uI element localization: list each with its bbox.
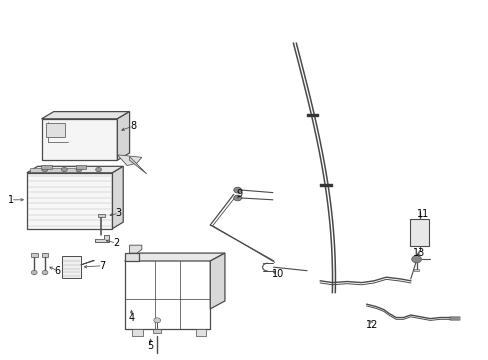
Text: 2: 2	[113, 238, 119, 248]
Bar	[98, 214, 104, 217]
Text: 6: 6	[55, 266, 61, 276]
Text: 10: 10	[271, 269, 284, 279]
Circle shape	[42, 167, 48, 172]
Polygon shape	[124, 253, 224, 261]
Polygon shape	[129, 245, 142, 253]
Bar	[46, 123, 65, 138]
Bar	[409, 219, 428, 246]
Polygon shape	[81, 261, 94, 265]
Bar	[153, 329, 161, 333]
Text: 9: 9	[236, 189, 242, 199]
Bar	[320, 184, 332, 187]
Bar	[30, 168, 77, 172]
Circle shape	[42, 270, 48, 275]
Polygon shape	[210, 253, 224, 309]
Text: 3: 3	[116, 208, 122, 218]
Text: 12: 12	[366, 320, 378, 330]
Circle shape	[153, 318, 160, 323]
Polygon shape	[117, 155, 142, 166]
Polygon shape	[129, 157, 146, 174]
Text: 13: 13	[412, 248, 425, 258]
Circle shape	[411, 256, 421, 263]
Circle shape	[31, 270, 37, 275]
Bar	[31, 253, 38, 257]
Bar	[41, 253, 48, 257]
Polygon shape	[41, 119, 117, 160]
Bar	[195, 329, 206, 336]
Polygon shape	[62, 256, 81, 278]
Text: 1: 1	[8, 195, 14, 205]
Text: 5: 5	[147, 341, 153, 351]
Text: 11: 11	[416, 209, 428, 219]
Circle shape	[61, 167, 67, 172]
Text: 8: 8	[130, 121, 136, 131]
Bar	[75, 165, 86, 169]
Circle shape	[96, 167, 102, 172]
Text: 7: 7	[100, 261, 105, 271]
Circle shape	[233, 195, 241, 201]
Circle shape	[233, 187, 241, 193]
Polygon shape	[41, 112, 129, 119]
Polygon shape	[112, 166, 123, 229]
Bar	[41, 165, 52, 169]
Polygon shape	[27, 166, 123, 173]
Bar	[306, 114, 318, 117]
Polygon shape	[124, 253, 139, 261]
Bar	[132, 329, 142, 336]
Polygon shape	[95, 235, 109, 242]
Polygon shape	[27, 173, 112, 229]
Bar	[413, 269, 418, 271]
Text: 4: 4	[129, 312, 135, 323]
Circle shape	[76, 167, 82, 172]
Polygon shape	[117, 112, 129, 160]
